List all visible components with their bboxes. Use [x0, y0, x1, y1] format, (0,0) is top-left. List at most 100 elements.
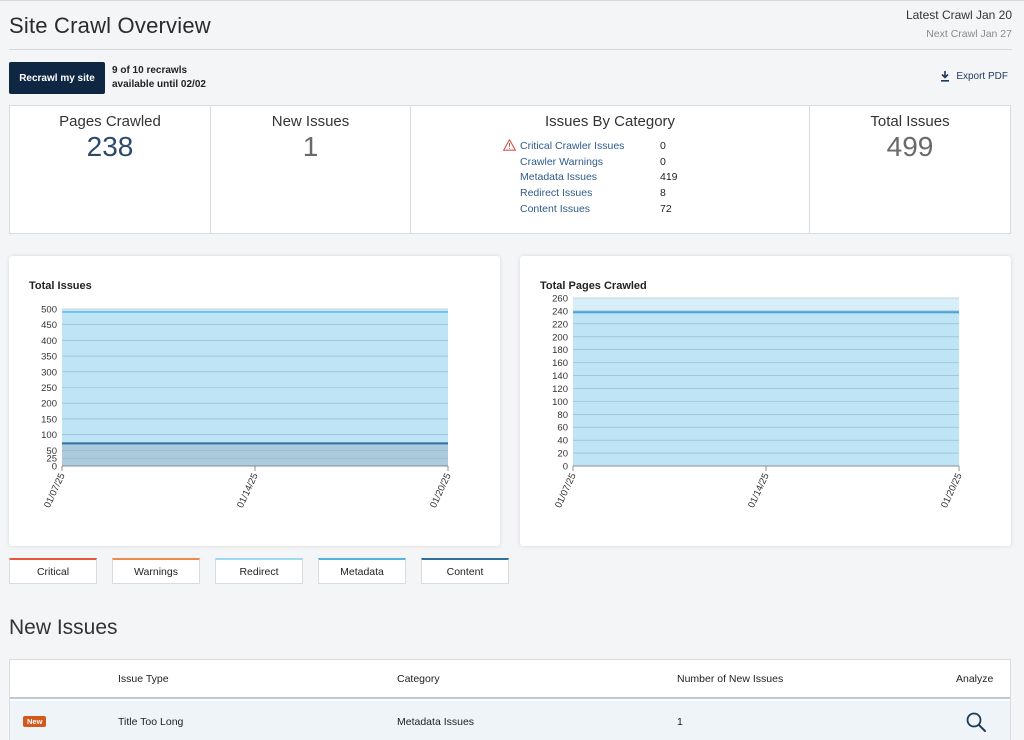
category-cell: Metadata Issues — [397, 716, 475, 728]
category-count: 0 — [660, 155, 666, 168]
series-area — [62, 311, 448, 466]
category-link[interactable]: Metadata Issues — [520, 171, 598, 184]
stat-value: 1 — [302, 131, 319, 162]
x-tick-label: 01/14/25 — [746, 472, 772, 510]
new-issues-title: New Issues — [9, 616, 118, 639]
category-row: Content Issues 72 — [520, 201, 700, 217]
stat-issues-by-category: Issues By Category Critical Crawler Issu… — [411, 106, 810, 233]
total-pages-crawled-chart-svg: Total Pages Crawled 0 20 40 60 80 100 120 140 160… — [540, 280, 965, 510]
category-list: Critical Crawler Issues 0 Crawler Warnin… — [503, 138, 700, 217]
export-pdf-label: Export PDF — [956, 71, 1008, 82]
y-tick-label: 260 — [552, 294, 568, 305]
y-tick-label: 300 — [41, 367, 57, 378]
stat-value: 238 — [86, 131, 134, 162]
chart-title: Total Issues — [29, 280, 92, 292]
category-link[interactable]: Critical Crawler Issues — [520, 139, 625, 152]
recrawl-allowance: 9 of 10 recrawls available until 02/02 — [112, 64, 232, 92]
category-row: Crawler Warnings 0 — [520, 154, 700, 170]
y-tick-label: 25 — [46, 454, 57, 465]
new-issues-table: Issue Type Category Number of New Issues… — [9, 659, 1011, 740]
x-tick-label: 01/14/25 — [235, 472, 261, 510]
y-tick-label: 160 — [552, 358, 568, 369]
y-tick-label: 500 — [41, 305, 57, 316]
y-tick-label: 200 — [552, 332, 568, 343]
legend-warnings[interactable]: Warnings — [112, 558, 200, 584]
x-tick-label: 01/07/25 — [42, 472, 68, 510]
stat-label: Pages Crawled — [59, 113, 161, 130]
stat-pages-crawled: Pages Crawled 238 — [10, 106, 211, 233]
count-cell: 1 — [677, 716, 683, 728]
download-icon — [941, 71, 950, 82]
y-tick-label: 120 — [552, 384, 568, 395]
category-count: 72 — [660, 202, 672, 215]
y-tick-label: 100 — [552, 397, 568, 408]
legend-content[interactable]: Content — [421, 558, 509, 584]
latest-crawl-date: Latest Crawl Jan 20 — [905, 8, 1012, 22]
y-tick-label: 50 — [46, 446, 57, 457]
series-area — [62, 443, 448, 466]
total-pages-crawled-chart: Total Pages Crawled 0 20 40 60 80 100 120 140 160… — [520, 256, 1011, 546]
header-divider — [9, 49, 1012, 50]
x-tick-label: 01/07/25 — [553, 472, 579, 510]
category-link[interactable]: Content Issues — [520, 202, 591, 215]
legend-metadata[interactable]: Metadata — [318, 558, 406, 584]
category-row: Metadata Issues 419 — [520, 169, 700, 185]
y-tick-label: 200 — [41, 399, 57, 410]
warning-icon — [503, 138, 516, 151]
column-number-of-new-issues[interactable]: Number of New Issues — [677, 673, 784, 685]
y-tick-label: 450 — [41, 320, 57, 331]
x-tick-label: 01/20/25 — [428, 472, 454, 510]
category-row: Critical Crawler Issues 0 — [503, 138, 700, 154]
legend-critical[interactable]: Critical — [9, 558, 97, 584]
y-tick-label: 180 — [552, 345, 568, 356]
y-tick-label: 100 — [41, 430, 57, 441]
chart-legend: Critical Warnings Redirect Metadata Cont… — [9, 558, 509, 584]
new-badge: New — [23, 716, 47, 727]
issue-type-cell: Title Too Long — [118, 716, 184, 728]
recrawl-expiry: available until 02/02 — [112, 79, 206, 90]
stat-value: 499 — [886, 131, 934, 162]
column-category[interactable]: Category — [397, 673, 440, 685]
category-count: 0 — [660, 139, 666, 152]
y-tick-label: 400 — [41, 336, 57, 347]
y-tick-label: 40 — [557, 436, 568, 447]
y-tick-label: 240 — [552, 306, 568, 317]
y-tick-label: 0 — [563, 462, 568, 473]
y-tick-label: 220 — [552, 319, 568, 330]
search-icon[interactable] — [965, 711, 987, 733]
category-row: Redirect Issues 8 — [520, 185, 700, 201]
recrawl-count: 9 of 10 recrawls — [112, 65, 188, 76]
stat-label: Issues By Category — [544, 113, 676, 130]
column-analyze: Analyze — [956, 673, 994, 685]
y-tick-label: 60 — [557, 423, 568, 434]
y-tick-label: 0 — [52, 462, 57, 473]
stat-label: Total Issues — [870, 113, 950, 130]
crawl-info: Latest Crawl Jan 20 Next Crawl Jan 27 — [906, 8, 1012, 40]
category-link[interactable]: Crawler Warnings — [520, 155, 604, 168]
export-pdf-link[interactable]: Export PDF — [940, 71, 1008, 82]
series-area — [573, 312, 959, 466]
stats-panel: Pages Crawled 238 New Issues 1 Issues By… — [9, 105, 1011, 234]
y-tick-label: 140 — [552, 371, 568, 382]
table-header: Issue Type Category Number of New Issues… — [10, 660, 1010, 699]
stat-new-issues: New Issues 1 — [211, 106, 411, 233]
next-crawl-date: Next Crawl Jan 27 — [926, 28, 1012, 40]
category-link[interactable]: Redirect Issues — [520, 186, 593, 199]
table-row: New Title Too Long Metadata Issues 1 — [10, 701, 1010, 740]
category-count: 419 — [660, 171, 678, 184]
total-issues-chart: Total Issues 0 25 50 100 150 200 250 300 350 400 45… — [9, 256, 500, 546]
legend-redirect[interactable]: Redirect — [215, 558, 303, 584]
chart-title: Total Pages Crawled — [540, 280, 647, 292]
x-tick-label: 01/20/25 — [939, 472, 965, 510]
y-tick-label: 350 — [41, 352, 57, 363]
y-tick-label: 150 — [41, 414, 57, 425]
column-issue-type[interactable]: Issue Type — [118, 673, 169, 685]
stat-total-issues: Total Issues 499 — [810, 106, 1010, 233]
category-count: 8 — [660, 186, 666, 199]
recrawl-button[interactable]: Recrawl my site — [9, 62, 105, 94]
y-tick-label: 20 — [557, 449, 568, 460]
stat-label: New Issues — [271, 113, 350, 130]
page-title: Site Crawl Overview — [9, 13, 211, 38]
